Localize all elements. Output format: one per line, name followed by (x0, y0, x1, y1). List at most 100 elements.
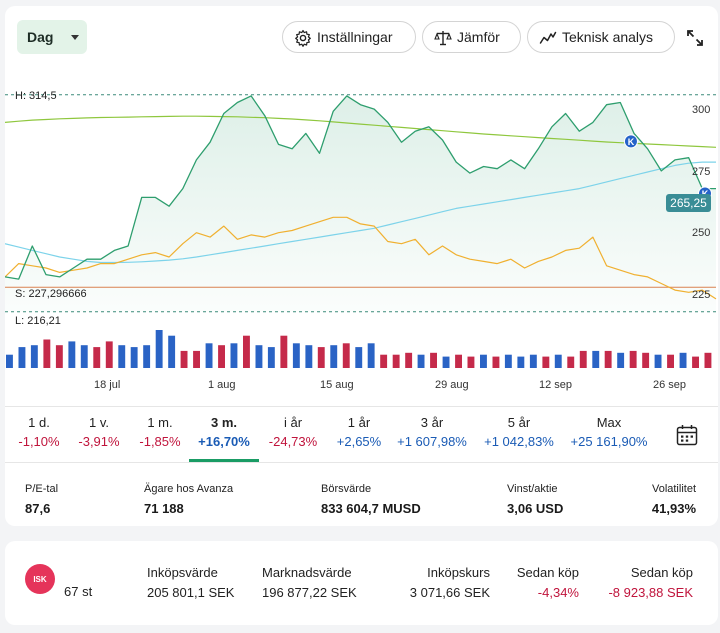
period-label: Max (596, 415, 622, 430)
period-1m[interactable]: 1 m. -1,85% (133, 415, 187, 449)
volume-bar (504, 354, 512, 368)
market-value: Marknadsvärde 196 877,22 SEK (262, 565, 357, 600)
calendar-icon[interactable] (676, 424, 698, 446)
volume-bar (392, 354, 400, 368)
chart-resolution-select[interactable]: Dag (17, 20, 87, 54)
pe-ratio: P/E-tal 87,6 (25, 483, 58, 516)
volume-bar (355, 347, 363, 368)
volume-bar (68, 341, 76, 368)
volume-bar (243, 335, 250, 368)
period-label: 3 m. (210, 415, 237, 430)
period-1y[interactable]: 1 år +2,65% (331, 415, 387, 449)
gear-icon (295, 29, 311, 47)
period-change: -1,85% (139, 434, 181, 449)
settings-label: Inställningar (317, 29, 393, 45)
eps-label: Vinst/aktie (507, 483, 558, 495)
volume-bar (642, 352, 650, 368)
active-period-indicator (189, 459, 259, 462)
mid-moving-average-line (5, 161, 716, 264)
market-cap-value: 833 604,7 MUSD (321, 501, 421, 516)
period-5y[interactable]: 5 år +1 042,83% (479, 415, 559, 449)
compare-button[interactable]: Jämför (422, 21, 521, 53)
market-value-amount: 196 877,22 SEK (262, 585, 357, 600)
market-cap: Börsvärde 833 604,7 MUSD (321, 483, 421, 516)
volume-bar (592, 350, 600, 368)
period-change: +2,65% (336, 434, 382, 449)
volume-bar (43, 339, 51, 368)
earnings-per-share: Vinst/aktie 3,06 USD (507, 483, 563, 516)
purchase-marker-letter: K (628, 137, 635, 147)
period-1w[interactable]: 1 v. -3,91% (71, 415, 127, 449)
volume-bar (292, 343, 300, 368)
expand-icon[interactable] (685, 28, 705, 48)
volume-bar (105, 341, 113, 368)
volume-bar (367, 343, 375, 368)
purchase-value-amount: 205 801,1 SEK (147, 585, 235, 600)
volatility-label: Volatilitet (651, 483, 696, 495)
period-change: +1 607,98% (397, 434, 467, 449)
volume-bar (118, 345, 126, 368)
key-figures: P/E-tal 87,6 Ägare hos Avanza 71 188 Bör… (5, 462, 718, 526)
chevron-down-icon (71, 35, 79, 40)
volume-bar (6, 354, 13, 368)
period-max[interactable]: Max +25 161,90% (565, 415, 653, 449)
price-chart[interactable]: KK H: 314,5 S: 227,296666 L: 216,21 300 … (5, 76, 718, 401)
volume-bar (417, 354, 425, 368)
period-change: +16,70% (198, 434, 250, 449)
comparison-line (5, 216, 717, 300)
volume-bar (168, 335, 176, 368)
x-tick-label: 18 jul (94, 379, 121, 391)
price-line (5, 95, 716, 280)
volume-bar (542, 356, 550, 368)
since-purchase-amount: Sedan köp -8 923,88 SEK (595, 565, 693, 600)
volume-bar (317, 347, 325, 368)
scale-icon (434, 31, 452, 46)
last-price-badge: 265,25 (666, 194, 711, 212)
owners-label: Ägare hos Avanza (144, 483, 234, 495)
volume-bar (567, 356, 575, 368)
volume-bar (143, 345, 151, 368)
period-label: i år (283, 415, 303, 430)
y-tick-label: 250 (692, 227, 711, 239)
volume-bar (679, 352, 687, 368)
period-1d[interactable]: 1 d. -1,10% (13, 415, 65, 449)
volume-bar (629, 350, 637, 368)
technical-analysis-button[interactable]: Teknisk analys (527, 21, 675, 53)
volume-bar (492, 356, 500, 368)
support-level-label: S: 227,296666 (15, 288, 87, 300)
x-tick-label: 15 aug (320, 379, 354, 391)
volume-bar (218, 345, 225, 368)
compare-label: Jämför (457, 29, 500, 45)
position-quantity: 67 st (64, 584, 93, 599)
account-type-badge: ISK (25, 564, 55, 594)
period-label: 5 år (507, 415, 531, 430)
instrument-card: Dag Inställningar Jämför Teknisk analys (5, 6, 718, 526)
chart-resolution-value: Dag (27, 29, 54, 45)
volume-bar (517, 356, 525, 368)
volume-bar (554, 354, 562, 368)
since-purchase-label: Sedan köp (516, 565, 579, 580)
volume-bar (80, 345, 88, 368)
since-purchase-label: Sedan köp (630, 565, 693, 580)
purchase-marker (623, 134, 638, 149)
position-card[interactable]: ISK 67 st Inköpsvärde 205 801,1 SEK Mark… (5, 541, 718, 625)
settings-button[interactable]: Inställningar (282, 21, 416, 53)
period-selector: 1 d. -1,10% 1 v. -3,91% 1 m. -1,85% 3 m.… (5, 406, 718, 462)
volume-bar (455, 354, 462, 368)
period-change: +25 161,90% (570, 434, 648, 449)
volume-bar (267, 347, 275, 368)
volume-bar (342, 343, 350, 368)
period-3y[interactable]: 3 år +1 607,98% (393, 415, 471, 449)
volume-bar (667, 354, 674, 368)
period-3m[interactable]: 3 m. +16,70% (191, 415, 257, 449)
chart-canvas: KK (5, 94, 717, 368)
volume-bar (480, 354, 487, 368)
volume-bar (330, 345, 338, 368)
volume-bar (380, 354, 388, 368)
period-change: -1,10% (18, 434, 60, 449)
volume-bar (579, 350, 587, 368)
period-ytd[interactable]: i år -24,73% (261, 415, 325, 449)
volume-bar (704, 352, 712, 368)
volume-bar (654, 354, 662, 368)
volume-bar (130, 347, 138, 368)
